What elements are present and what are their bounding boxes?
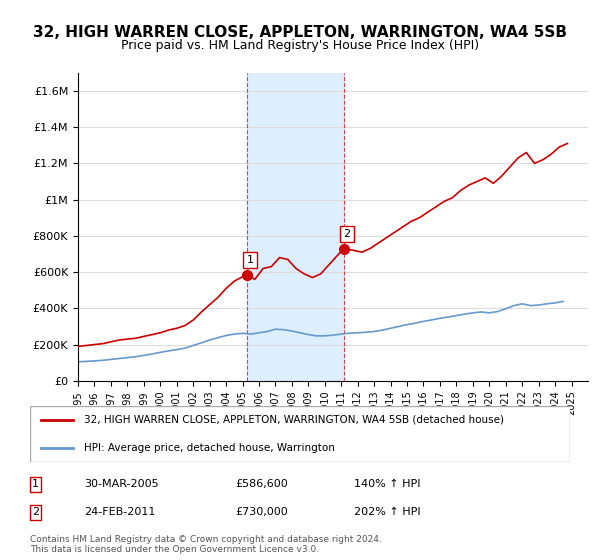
Text: 140% ↑ HPI: 140% ↑ HPI — [354, 479, 421, 489]
Text: Contains HM Land Registry data © Crown copyright and database right 2024.
This d: Contains HM Land Registry data © Crown c… — [30, 535, 382, 554]
Text: 32, HIGH WARREN CLOSE, APPLETON, WARRINGTON, WA4 5SB (detached house): 32, HIGH WARREN CLOSE, APPLETON, WARRING… — [84, 415, 504, 425]
Text: 30-MAR-2005: 30-MAR-2005 — [84, 479, 158, 489]
Text: 24-FEB-2011: 24-FEB-2011 — [84, 507, 155, 517]
Text: £586,600: £586,600 — [235, 479, 288, 489]
Text: Price paid vs. HM Land Registry's House Price Index (HPI): Price paid vs. HM Land Registry's House … — [121, 39, 479, 52]
Text: 1: 1 — [247, 255, 253, 265]
Text: £730,000: £730,000 — [235, 507, 288, 517]
Text: 2: 2 — [32, 507, 39, 517]
Text: HPI: Average price, detached house, Warrington: HPI: Average price, detached house, Warr… — [84, 443, 335, 453]
Text: 202% ↑ HPI: 202% ↑ HPI — [354, 507, 421, 517]
Bar — [247, 73, 344, 381]
Text: 1: 1 — [32, 479, 39, 489]
FancyBboxPatch shape — [30, 406, 570, 462]
Text: 2: 2 — [343, 229, 350, 239]
Text: 32, HIGH WARREN CLOSE, APPLETON, WARRINGTON, WA4 5SB: 32, HIGH WARREN CLOSE, APPLETON, WARRING… — [33, 25, 567, 40]
